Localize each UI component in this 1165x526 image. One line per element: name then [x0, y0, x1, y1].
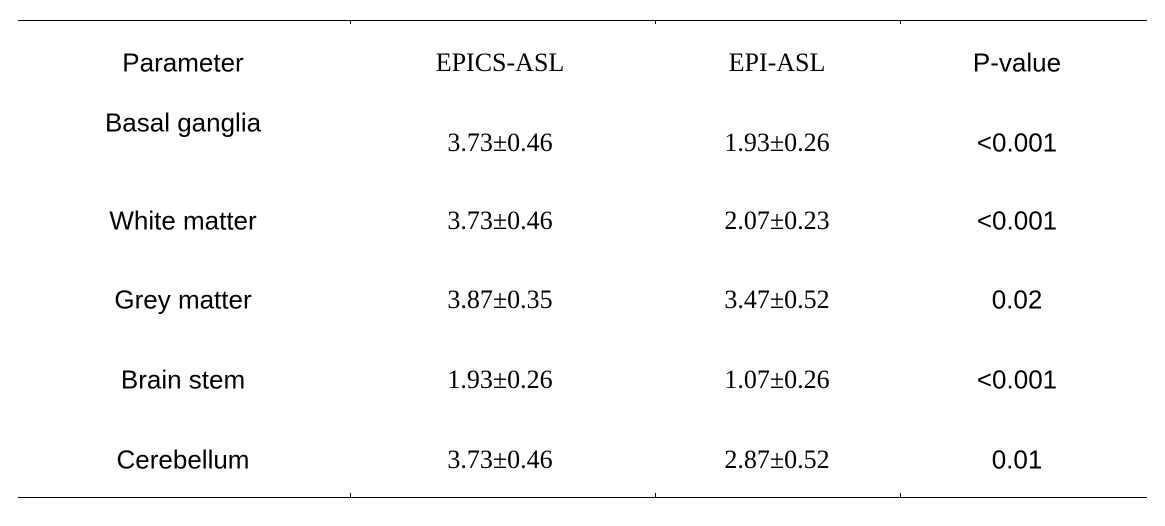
column-header: P-value [972, 47, 1062, 78]
row-label: Grey matter [114, 284, 252, 315]
table-cell: 1.93±0.26 [447, 365, 553, 394]
column-header: EPI-ASL [728, 48, 826, 77]
table-cell: 3.73±0.46 [447, 128, 553, 157]
table-cell: 3.73±0.46 [447, 445, 553, 474]
table-cell: 0.02 [991, 284, 1043, 315]
table-cell: 1.07±0.26 [724, 365, 830, 394]
row-label: White matter [109, 205, 257, 236]
row-label: Cerebellum [116, 444, 250, 475]
table-cell: 2.87±0.52 [724, 445, 830, 474]
row-label: Brain stem [120, 364, 246, 395]
table-cell: <0.001 [976, 364, 1058, 395]
table-cell: <0.001 [976, 205, 1058, 236]
table-cell: 3.47±0.52 [724, 285, 830, 314]
table-cell: 1.93±0.26 [724, 128, 830, 157]
table-cell: 0.01 [991, 444, 1043, 475]
row-label: Basal ganglia [104, 107, 262, 138]
table-cell: 3.73±0.46 [447, 206, 553, 235]
column-header: EPICS-ASL [435, 48, 565, 77]
table-cell: <0.001 [976, 127, 1058, 158]
column-header: Parameter [122, 47, 244, 78]
table-cell: 3.87±0.35 [447, 285, 553, 314]
table-cell: 2.07±0.23 [724, 206, 830, 235]
